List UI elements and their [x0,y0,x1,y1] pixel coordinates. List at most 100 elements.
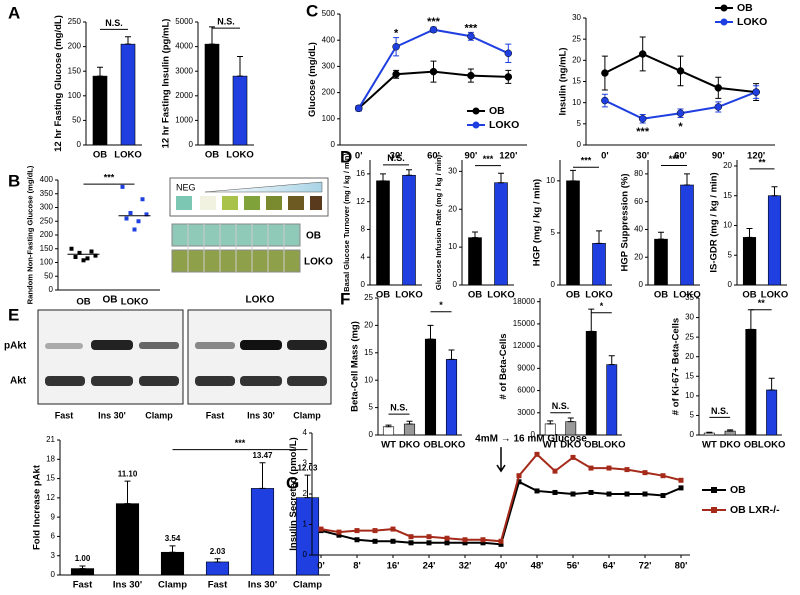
marker [498,538,504,544]
panel-label: A [8,3,20,22]
y-tick-label: 5000 [175,17,193,26]
marker [570,491,576,497]
gradient-triangle [204,181,323,193]
y-tick-label: 300 [40,203,54,212]
strip-label: LOKO [304,257,333,268]
x-tick-label: 0' [317,561,325,572]
y-tick-label: 18000 [513,297,536,306]
bar [70,568,95,576]
error-bar [125,36,131,45]
marker [408,540,414,546]
x-tick-label: OB [654,290,668,301]
y-tick-label: 9 [51,512,56,521]
value-label: 11.10 [118,469,138,478]
y-axis-label: 12 hr Fasting Insulin (pg/mL) [161,19,172,149]
marker [642,491,648,497]
annotation: *** [483,154,494,164]
marker [408,534,414,540]
marker [372,528,378,534]
y-tick-label: 12000 [513,341,536,350]
marker [444,540,450,546]
marker [624,491,630,497]
legend-marker [472,107,480,115]
y-tick-label: 350 [40,189,54,198]
x-tick-label: DKO [560,440,581,451]
y-tick-label: 50 [72,116,81,125]
y-tick-label: 8 [361,225,366,234]
bar [295,497,320,576]
urine-strip-image: NEG OB LOKO [169,177,333,273]
y-tick-label: 0 [453,280,458,289]
x-tick-label: 16' [387,561,400,572]
x-tick-label: LOKO [761,290,788,301]
error-bar [608,355,615,366]
x-tick-label: 8' [353,561,361,572]
error-bar [209,26,215,45]
y-tick-label: 10 [572,98,581,107]
marker [516,479,522,485]
annotation: *** [669,154,680,164]
panel-label: G [286,473,299,492]
western-blot: OB LOKO pAkt Akt Fast Ins 30' Clamp Fast… [4,295,332,420]
annotation: ** [758,298,766,308]
y-tick-label: 10 [685,391,694,400]
bar [232,75,248,146]
error-bar [684,173,690,186]
y-tick-label: 4 [361,252,366,261]
y-axis-label: IS-GDR (mg / kg / min) [709,172,720,272]
y-axis-label: Glucose Infusion Rate (mg / kg / min) [434,154,443,290]
series-line [320,480,682,546]
y-tick-label: 500 [322,9,336,18]
error-bar [380,173,386,182]
y-axis-label: Random Non-Fasting Glucose (mg/dL) [26,165,35,304]
y-tick-label: 60 [634,197,643,206]
marker [444,535,450,541]
y-tick-label: 4000 [175,42,193,51]
swatch [310,196,322,210]
y-tick-label: 3000 [175,66,193,75]
point [85,256,90,261]
y-tick-label: 3 [303,459,308,468]
y-tick-label: 30 [448,166,457,175]
y-tick-label: 15 [46,474,55,483]
lane-label: Ins 30' [98,410,126,420]
y-tick-label: 15 [572,77,581,86]
y-axis-label: Glucose (mg/dL) [307,42,318,117]
y-tick-label: 10 [723,221,732,230]
marker [390,538,396,544]
y-tick-label: 1 [303,520,308,529]
legend-marker [711,507,717,513]
marker [534,451,540,457]
x-tick-label: OB [584,440,598,451]
x-tick-label: LOKO [598,440,625,451]
bar [494,182,508,286]
bar [745,329,757,436]
bar [205,561,230,576]
y-tick-label: 15000 [513,319,536,328]
marker [390,526,396,532]
annotation: N.S. [387,153,405,163]
lane-label: Clamp [293,410,321,420]
y-tick-label: 0 [577,140,582,149]
y-tick-label: 3 [51,551,56,560]
marker [676,67,685,75]
error-bar [406,169,412,176]
y-tick-label: 100 [322,114,336,123]
bar [566,180,580,286]
x-tick-label: OB [423,440,437,451]
x-tick-label: LOKO [395,290,422,301]
y-tick-label: 0 [369,430,374,439]
y-axis-label: # of Beta-Cells [498,334,509,400]
y-tick-label: 200 [68,42,82,51]
point [140,197,145,202]
y-axis-label: Fold Increase pAkt [32,464,43,550]
annotation: N.S. [217,17,235,27]
point [93,253,98,258]
annotation: *** [464,22,478,34]
marker [606,465,612,471]
point [120,184,125,189]
swatch [244,196,260,210]
bar [204,43,220,146]
swatch [200,196,216,210]
